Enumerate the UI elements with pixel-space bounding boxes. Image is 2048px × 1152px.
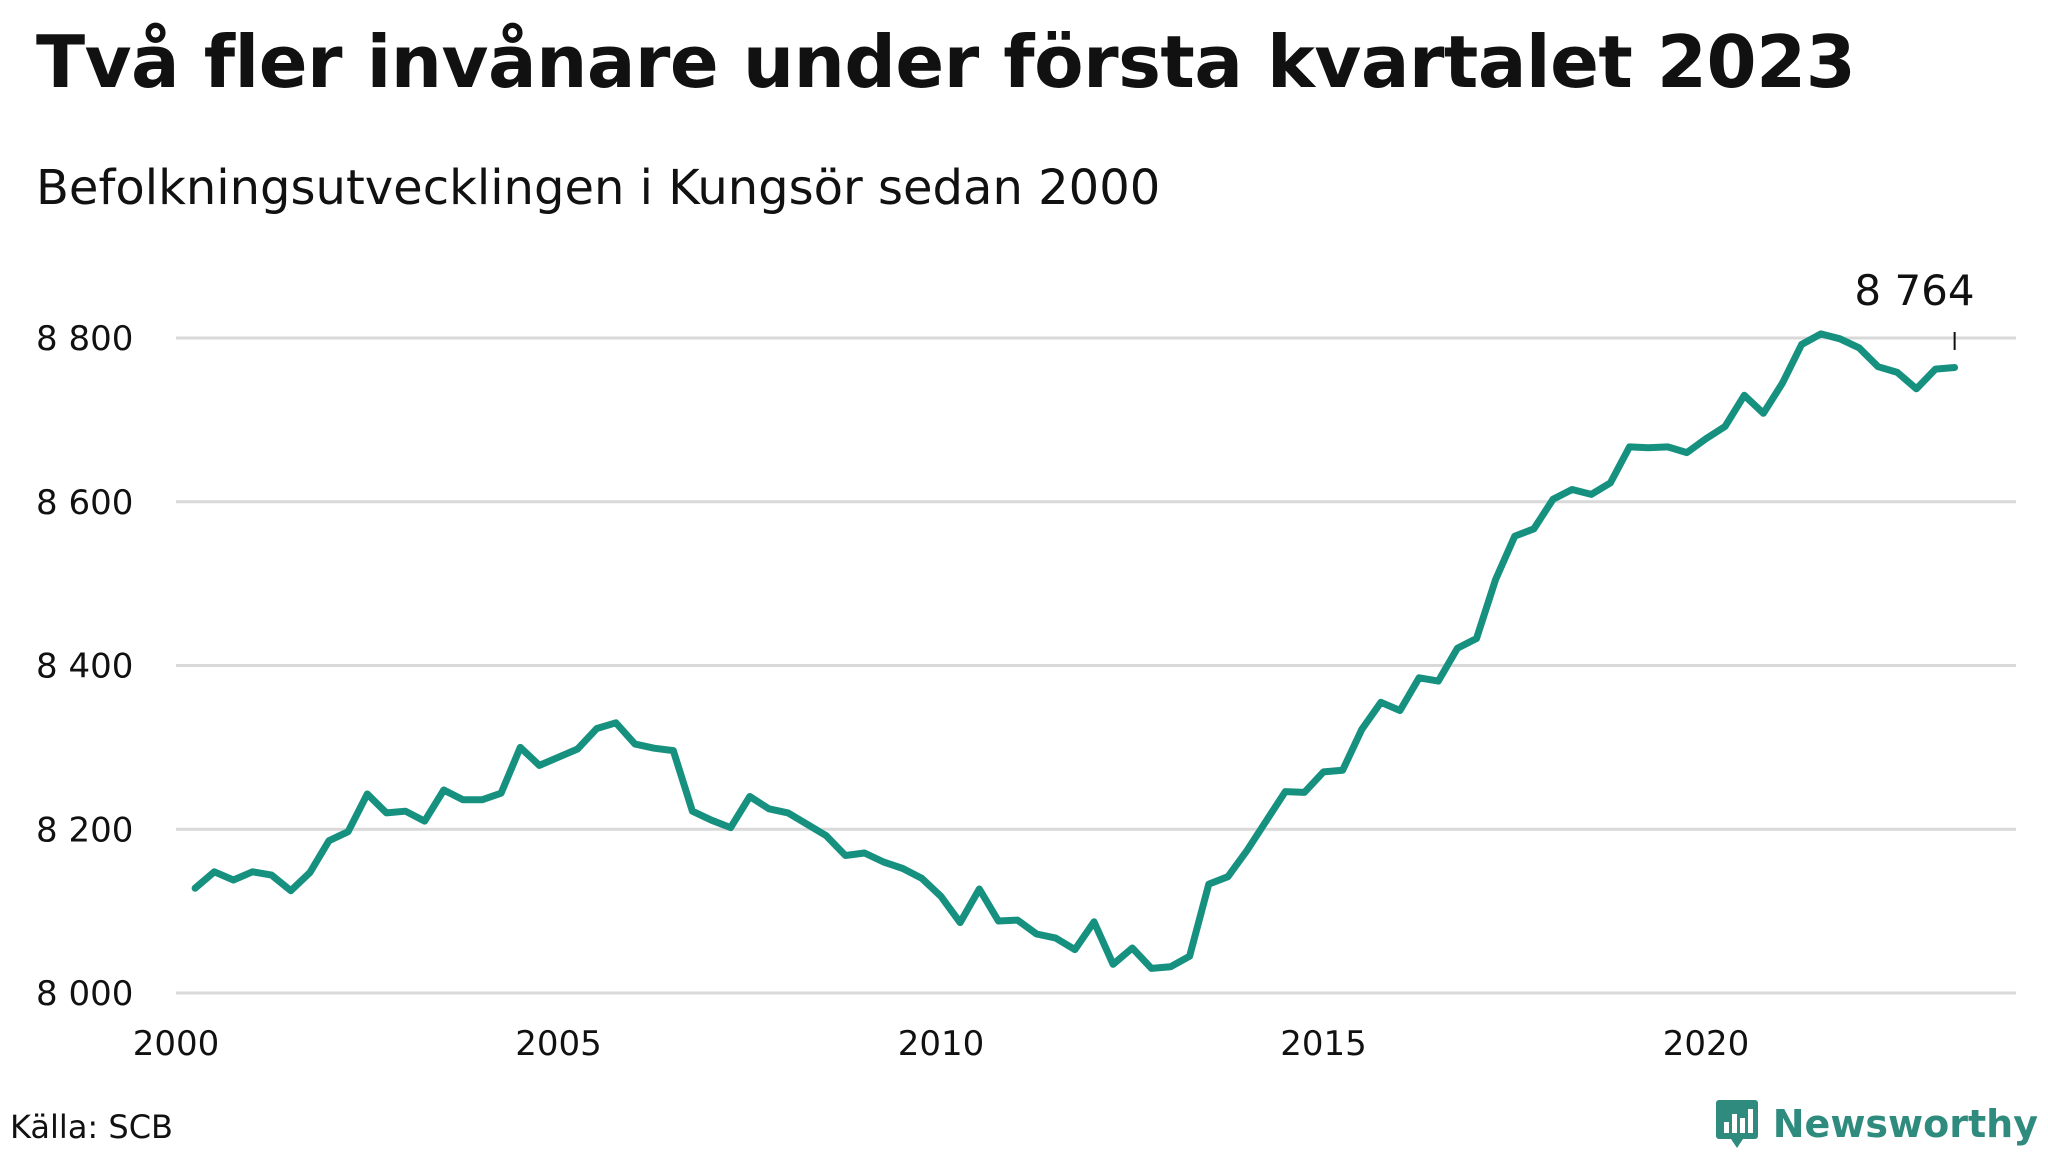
y-tick-label: 8 000	[36, 974, 133, 1014]
end-value-label: 8 764	[1854, 266, 1974, 315]
end-annotation: 8 764	[1854, 266, 1975, 350]
x-axis-labels: 2000 2005 2010 2015 2020	[133, 1024, 1750, 1064]
chart-subtitle: Befolkningsutvecklingen i Kungsör sedan …	[36, 160, 1161, 216]
x-tick-label: 2020	[1663, 1024, 1750, 1064]
gridlines	[176, 336, 2016, 995]
x-tick-label: 2000	[133, 1024, 220, 1064]
x-tick-label: 2005	[515, 1024, 602, 1064]
brand: Newsworthy	[1715, 1098, 2038, 1150]
y-tick-label: 8 200	[36, 810, 133, 850]
series-layer	[191, 330, 1959, 972]
x-tick-label: 2010	[898, 1024, 985, 1064]
brand-name: Newsworthy	[1772, 1102, 2038, 1146]
series-line	[191, 330, 1959, 972]
y-tick-label: 8 400	[36, 647, 133, 687]
y-tick-label: 8 600	[36, 483, 133, 523]
y-tick-label: 8 800	[36, 319, 133, 359]
x-tick-label: 2015	[1280, 1024, 1367, 1064]
newsworthy-logo-icon	[1715, 1100, 1758, 1148]
chart-title: Två fler invånare under första kvartalet…	[36, 20, 1856, 104]
source-note: Källa: SCB	[10, 1108, 173, 1146]
y-axis-labels: 8 000 8 200 8 400 8 600 8 800	[36, 319, 133, 1014]
